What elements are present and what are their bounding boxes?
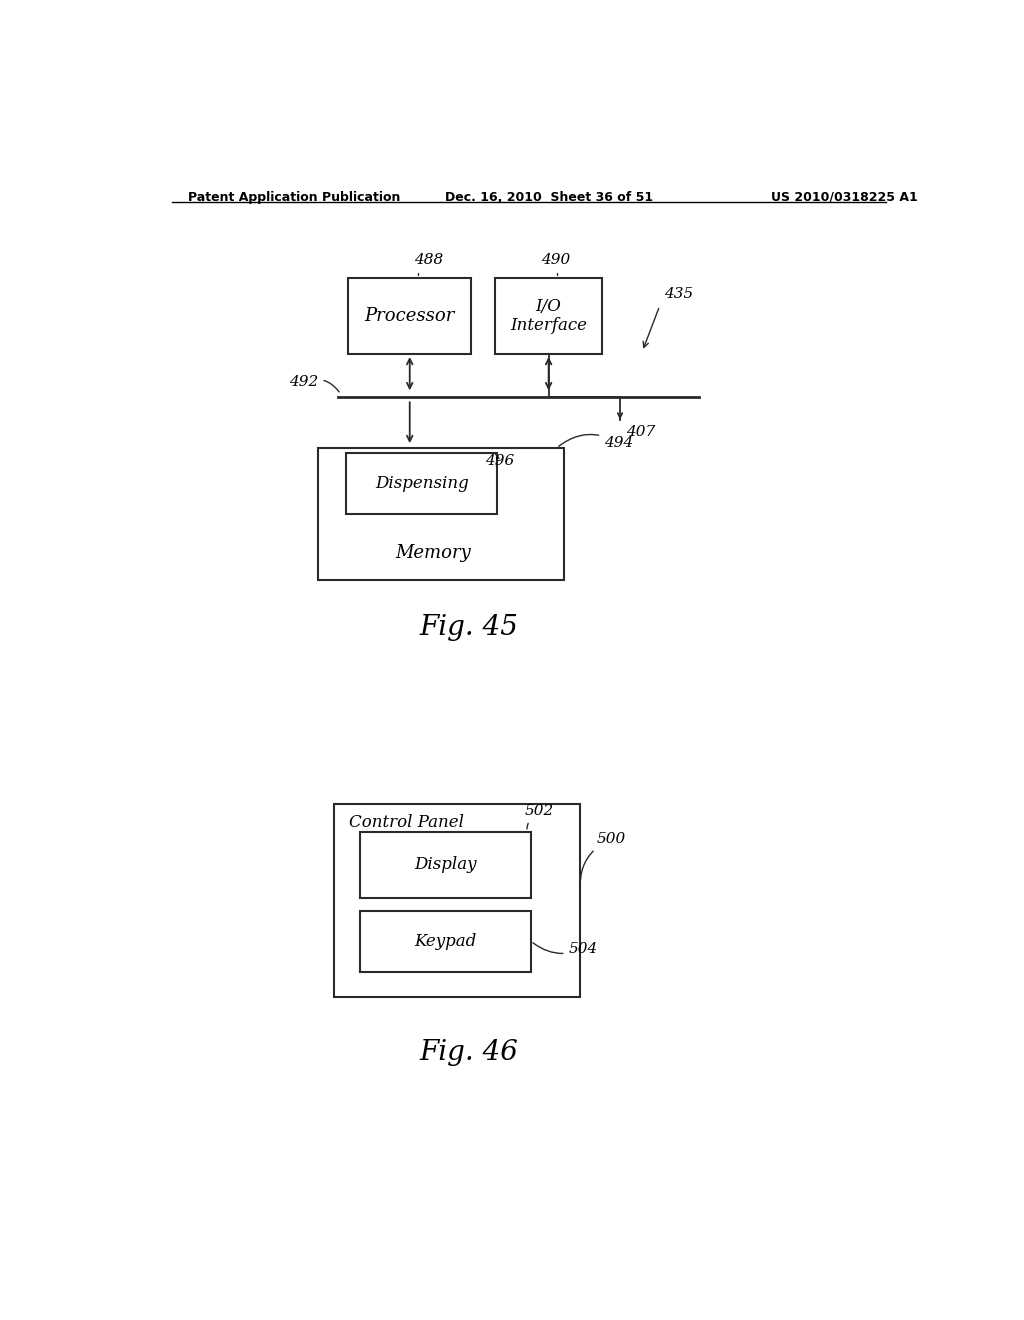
Bar	[334, 804, 581, 997]
Text: Processor: Processor	[365, 308, 455, 325]
Text: 490: 490	[541, 253, 570, 275]
Text: US 2010/0318225 A1: US 2010/0318225 A1	[771, 191, 918, 203]
Text: Dispensing: Dispensing	[375, 475, 469, 492]
Bar	[360, 832, 530, 898]
Text: Display: Display	[414, 857, 477, 874]
Text: 488: 488	[414, 253, 443, 275]
Text: Dec. 16, 2010  Sheet 36 of 51: Dec. 16, 2010 Sheet 36 of 51	[445, 191, 653, 203]
Text: 407: 407	[627, 425, 655, 438]
Text: Fig. 45: Fig. 45	[420, 615, 519, 642]
Text: 504: 504	[532, 942, 598, 956]
Text: 494: 494	[559, 434, 634, 450]
Bar	[348, 277, 471, 354]
Text: I/O
Interface: I/O Interface	[510, 297, 587, 334]
Text: Patent Application Publication: Patent Application Publication	[187, 191, 400, 203]
Text: 502: 502	[524, 804, 554, 829]
Text: 492: 492	[289, 375, 339, 392]
Bar	[360, 911, 530, 972]
Text: Keypad: Keypad	[415, 932, 476, 949]
Text: 435: 435	[664, 286, 693, 301]
Text: Control Panel: Control Panel	[348, 814, 464, 832]
Bar	[318, 447, 564, 581]
Bar	[346, 453, 497, 515]
Text: 496: 496	[485, 454, 514, 469]
Text: Fig. 46: Fig. 46	[420, 1039, 519, 1067]
Text: 500: 500	[581, 833, 626, 887]
Text: Memory: Memory	[395, 544, 471, 562]
Bar	[495, 277, 602, 354]
